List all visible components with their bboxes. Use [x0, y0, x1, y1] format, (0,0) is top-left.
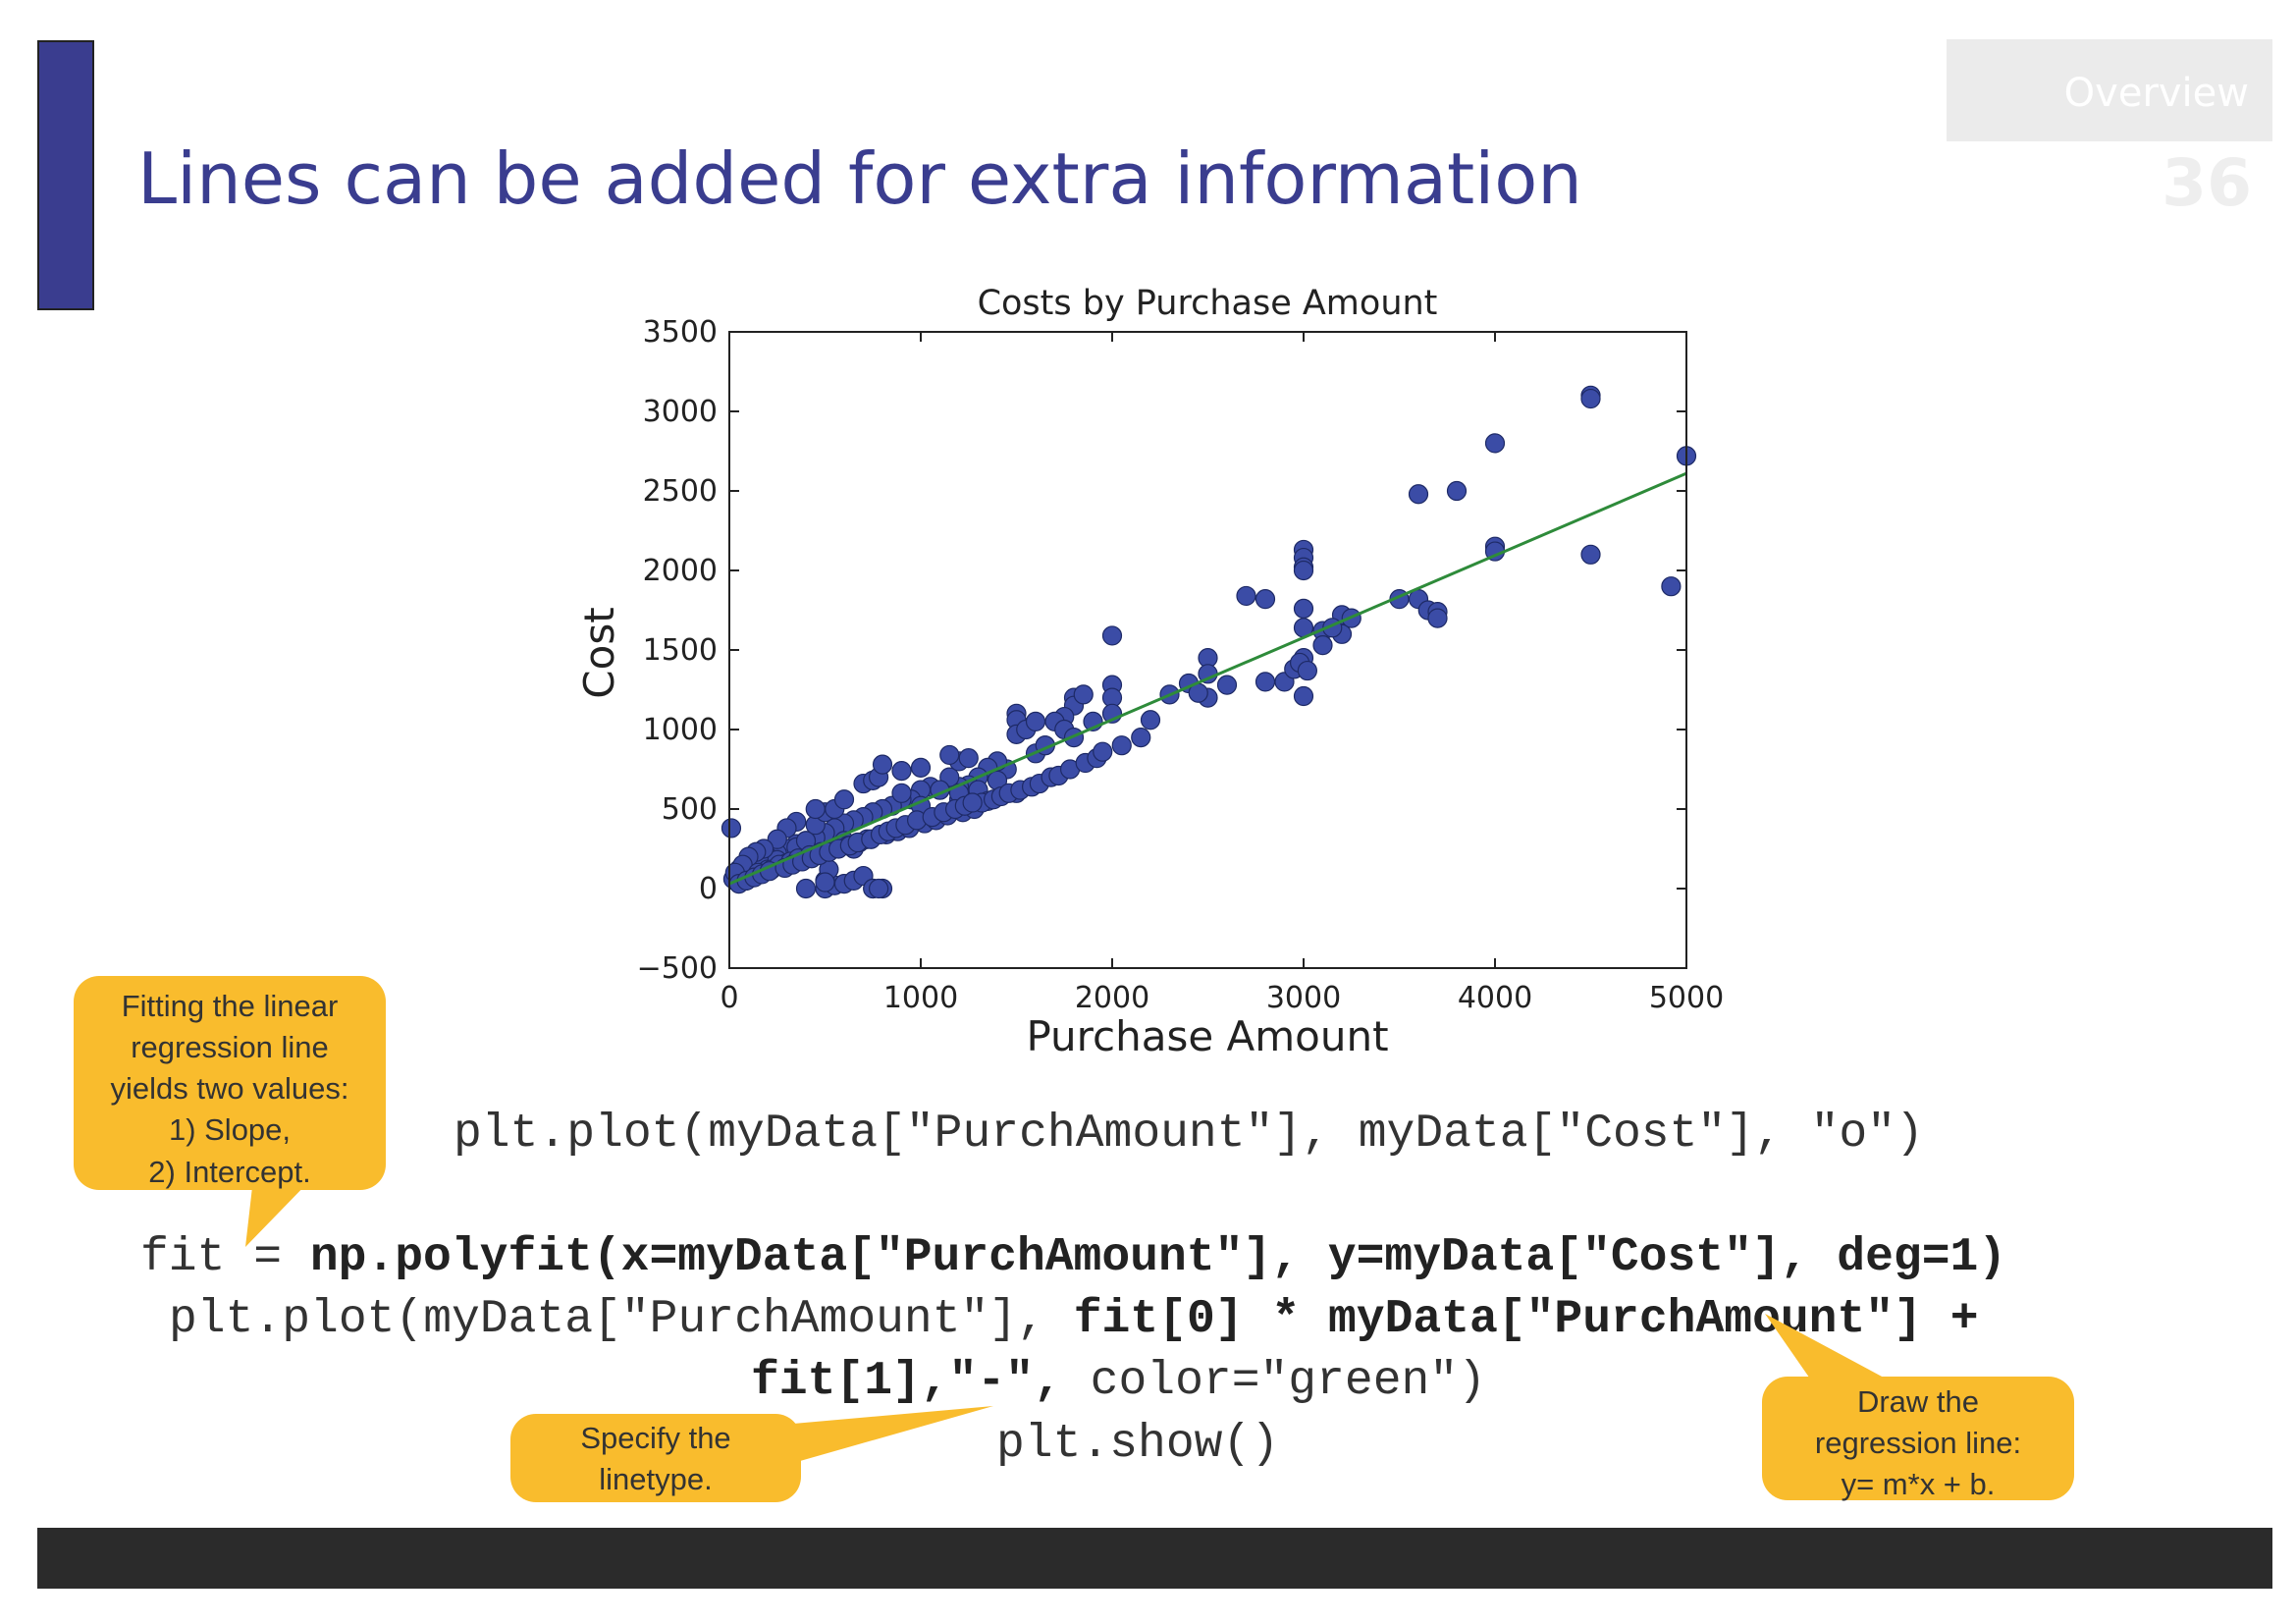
overview-tab-label: Overview: [2063, 71, 2249, 116]
footer-bar: [37, 1528, 2272, 1589]
data-point: [1484, 433, 1506, 454]
data-point: [1446, 480, 1468, 502]
code-intercept-linetype: fit[1],"-",: [751, 1355, 1062, 1408]
x-tick-label: 0: [720, 981, 738, 1015]
code-plot-fit-style: fit[1],"-", color="green"): [751, 1355, 1486, 1408]
data-point: [767, 829, 787, 849]
x-tick-label: 3000: [1266, 981, 1341, 1015]
data-point: [958, 748, 979, 769]
callout-linetype: Specify the linetype.: [510, 1414, 801, 1502]
data-point: [721, 818, 742, 839]
data-point: [1580, 388, 1601, 409]
data-point: [872, 754, 893, 775]
callout-fitting-line: yields two values:: [110, 1071, 349, 1107]
y-tick-label: 1000: [643, 713, 718, 747]
code-plot-fit-expr: fit[0] * myData["PurchAmount"] +: [1073, 1293, 1979, 1346]
data-points: [721, 385, 1697, 899]
page-number: 36: [2162, 145, 2252, 221]
callout-fitting-line: 2) Intercept.: [148, 1154, 311, 1189]
x-tick-label: 4000: [1458, 981, 1532, 1015]
y-tick-label: 2000: [643, 554, 718, 588]
slide-title: Lines can be added for extra information: [137, 137, 1582, 220]
data-point: [1131, 728, 1151, 748]
callout-regression-line: y= m*x + b.: [1841, 1467, 1996, 1502]
y-tick-label: 1500: [643, 633, 718, 668]
y-tick-label: 500: [662, 792, 718, 827]
y-axis-label: Cost: [575, 607, 623, 698]
data-point: [1312, 635, 1333, 656]
data-point: [1101, 625, 1123, 646]
data-point: [833, 789, 855, 810]
callout-fitting: Fitting the linear regression line yield…: [74, 976, 386, 1190]
callout-fitting-line: 1) Slope,: [168, 1112, 292, 1148]
data-point: [962, 792, 983, 813]
callout-regression-line: regression line:: [1814, 1426, 2022, 1461]
data-point: [1293, 560, 1314, 581]
callout-linetype-line: Specify the: [580, 1421, 731, 1455]
callout-linetype-pointer: [793, 1406, 993, 1463]
data-point: [891, 761, 912, 782]
scatter-chart: Costs by Purchase Amount Purchase Amount…: [575, 284, 1724, 1060]
data-point: [869, 878, 889, 899]
data-point: [1093, 741, 1113, 762]
y-tick-label: 3500: [643, 315, 718, 350]
data-point: [1216, 675, 1238, 695]
data-point: [910, 757, 932, 778]
data-point: [1111, 735, 1132, 756]
callout-linetype-line: linetype.: [599, 1462, 713, 1497]
code-plot-fit-start: plt.plot(myData["PurchAmount"],: [169, 1293, 1074, 1346]
x-tick-label: 1000: [883, 981, 958, 1015]
accent-bar: [37, 40, 94, 310]
code-color-arg: color="green"): [1061, 1355, 1486, 1408]
data-point: [1661, 576, 1682, 597]
code-show: plt.show(): [996, 1418, 1280, 1471]
callout-regression: Draw the regression line: y= m*x + b.: [1762, 1377, 2074, 1501]
code-plot-points: plt.plot(myData["PurchAmount"], myData["…: [454, 1108, 1924, 1161]
data-point: [939, 744, 960, 766]
data-point: [1236, 585, 1256, 607]
data-point: [1255, 589, 1276, 610]
code-polyfit: fit = np.polyfit(x=myData["PurchAmount"]…: [140, 1231, 2006, 1284]
callout-fitting-line: Fitting the linear: [121, 989, 339, 1023]
regression-line: [728, 471, 1687, 886]
x-tick-label: 2000: [1075, 981, 1149, 1015]
data-point: [815, 872, 835, 893]
callout-fit-pointer: [245, 1178, 312, 1247]
plot-frame: [728, 331, 1687, 969]
data-point: [1293, 685, 1314, 707]
callout-regression-pointer: [1765, 1314, 1896, 1384]
y-tick-labels: 3500 3000 2500 2000 1500 1000 500 0 −500: [637, 315, 718, 986]
data-point: [1073, 684, 1094, 705]
data-point: [805, 798, 826, 820]
overview-tab[interactable]: Overview: [1947, 39, 2272, 141]
y-tick-label: 2500: [643, 474, 718, 509]
callout-regression-line: Draw the: [1856, 1384, 1980, 1419]
y-tick-label: 3000: [643, 395, 718, 429]
callout-fitting-line: regression line: [131, 1030, 329, 1065]
x-axis-label: Purchase Amount: [1026, 1012, 1388, 1060]
y-tick-label: −500: [637, 951, 718, 986]
data-point: [891, 783, 912, 803]
x-tick-labels: 0 1000 2000 3000 4000 5000: [720, 981, 1724, 1015]
data-point: [1580, 544, 1601, 565]
data-point: [1297, 660, 1318, 681]
chart-title: Costs by Purchase Amount: [978, 284, 1438, 323]
code-plot-fit: plt.plot(myData["PurchAmount"], fit[0] *…: [169, 1293, 1979, 1346]
x-tick-label: 5000: [1649, 981, 1724, 1015]
data-point: [1140, 710, 1161, 730]
data-point: [1408, 484, 1429, 505]
data-point: [1427, 608, 1448, 628]
code-polyfit-call: np.polyfit(x=myData["PurchAmount"], y=my…: [309, 1231, 2007, 1284]
code-polyfit-assign: fit =: [140, 1231, 310, 1284]
y-tick-label: 0: [699, 872, 718, 906]
